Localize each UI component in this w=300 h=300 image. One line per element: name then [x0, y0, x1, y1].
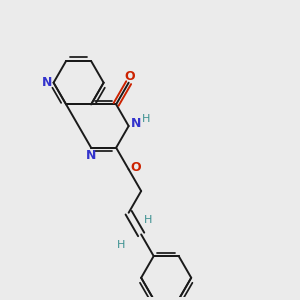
Text: N: N [42, 76, 52, 89]
Text: H: H [144, 215, 152, 225]
Text: H: H [142, 114, 151, 124]
Text: O: O [131, 161, 141, 174]
Text: N: N [131, 117, 141, 130]
Text: H: H [116, 240, 125, 250]
Text: N: N [86, 148, 96, 162]
Text: O: O [124, 70, 135, 83]
